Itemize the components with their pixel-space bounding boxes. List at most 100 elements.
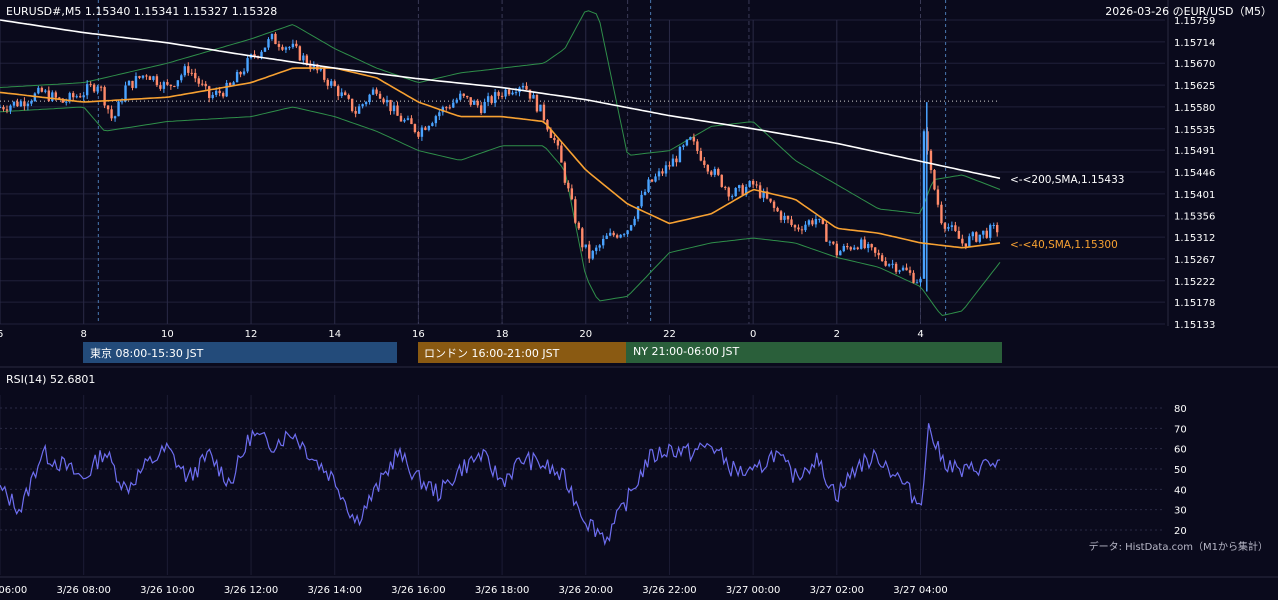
candle-body <box>61 98 64 103</box>
candle-body <box>124 85 127 102</box>
candle-body <box>954 225 957 231</box>
candle-body <box>96 86 99 92</box>
candle-body <box>682 145 685 147</box>
candle-body <box>68 93 71 102</box>
candle-body <box>671 158 675 167</box>
price-tick-label: 1.15267 <box>1174 255 1215 266</box>
candle-body <box>201 83 204 85</box>
chart-title: 2026-03-26 のEUR/USD（M5） <box>1105 5 1272 18</box>
candle-body <box>89 84 92 86</box>
candle-body <box>173 86 176 88</box>
candle-body <box>30 101 33 104</box>
session-tokyo <box>83 342 397 363</box>
candle-body <box>448 107 451 109</box>
price-tick-label: 1.15714 <box>1174 38 1215 49</box>
candle-body <box>800 229 804 231</box>
candle-body <box>364 102 368 105</box>
candle-body <box>23 101 26 107</box>
candle-body <box>891 263 894 265</box>
candle-body <box>905 267 908 271</box>
candle-body <box>748 180 751 187</box>
candle-body <box>211 94 214 98</box>
rsi-tick-label: 20 <box>1174 526 1187 537</box>
candle-body <box>242 71 246 75</box>
candle-body <box>783 215 786 220</box>
candle-body <box>263 47 267 52</box>
candle-body <box>138 76 141 78</box>
time-tick-label: 20 <box>579 329 592 340</box>
candle-body <box>860 239 863 249</box>
candle-body <box>898 270 901 272</box>
time-tick-label: 0 <box>750 329 756 340</box>
session-ny <box>626 342 1002 363</box>
candle-body <box>608 232 612 236</box>
candle-body <box>915 282 919 284</box>
symbol-info: EURUSD#,M5 1.15340 1.15341 1.15327 1.153… <box>6 5 277 18</box>
candle-body <box>521 85 525 88</box>
candle-body <box>602 238 605 246</box>
candle-body <box>152 76 155 80</box>
candle-body <box>214 90 218 95</box>
candle-body <box>424 127 427 130</box>
candle-body <box>33 93 37 102</box>
candle-body <box>120 101 124 103</box>
datetime-tick-label: 3/26 16:00 <box>391 585 445 596</box>
candle-body <box>647 179 650 192</box>
candle-body <box>947 226 950 229</box>
candle-body <box>354 110 357 114</box>
candle-body <box>661 171 664 174</box>
candle-body <box>961 238 964 244</box>
candle-body <box>811 220 814 225</box>
price-tick-label: 1.15222 <box>1174 277 1215 288</box>
candle-body <box>340 92 343 97</box>
candle-body <box>957 230 961 239</box>
candle-body <box>183 66 186 76</box>
candle-body <box>741 185 744 195</box>
candle-body <box>323 68 326 80</box>
candle-body <box>772 201 776 208</box>
candle-body <box>148 76 152 80</box>
candle-body <box>187 66 190 73</box>
candle-body <box>692 137 696 142</box>
candle-body <box>737 185 741 188</box>
candle-body <box>549 129 553 138</box>
candle-body <box>466 95 469 98</box>
candle-body <box>825 223 828 242</box>
candle-body <box>371 89 375 95</box>
candle-body <box>588 244 591 259</box>
candle-body <box>556 140 560 146</box>
candle-body <box>208 86 211 98</box>
rsi-tick-label: 80 <box>1174 404 1187 415</box>
candle-body <box>438 112 441 117</box>
candle-body <box>853 247 856 250</box>
candle-body <box>989 225 992 238</box>
candle-body <box>581 228 584 248</box>
candle-body <box>19 101 23 107</box>
candle-body <box>204 83 207 87</box>
candle-body <box>629 225 633 231</box>
candle-body <box>685 139 689 146</box>
candle-body <box>420 127 424 137</box>
candle-body <box>44 90 47 92</box>
candle-body <box>577 222 581 229</box>
candle-body <box>626 230 629 235</box>
candle-body <box>936 189 940 205</box>
candle-body <box>134 76 138 88</box>
candle-body <box>619 234 622 238</box>
candle-body <box>835 243 839 256</box>
candle-body <box>288 47 291 49</box>
candle-body <box>696 141 699 151</box>
candle-body <box>982 230 985 235</box>
candle-body <box>197 78 200 84</box>
candle-body <box>417 131 420 137</box>
candle-body <box>842 246 845 252</box>
candle-body <box>431 123 434 126</box>
candle-body <box>699 150 703 161</box>
sma200-annotation: <-<200,SMA,1.15433 <box>1010 174 1124 186</box>
candle-body <box>375 89 378 94</box>
datetime-tick-label: 3/26 06:00 <box>0 585 27 596</box>
candle-body <box>912 272 915 283</box>
candle-body <box>605 235 608 239</box>
